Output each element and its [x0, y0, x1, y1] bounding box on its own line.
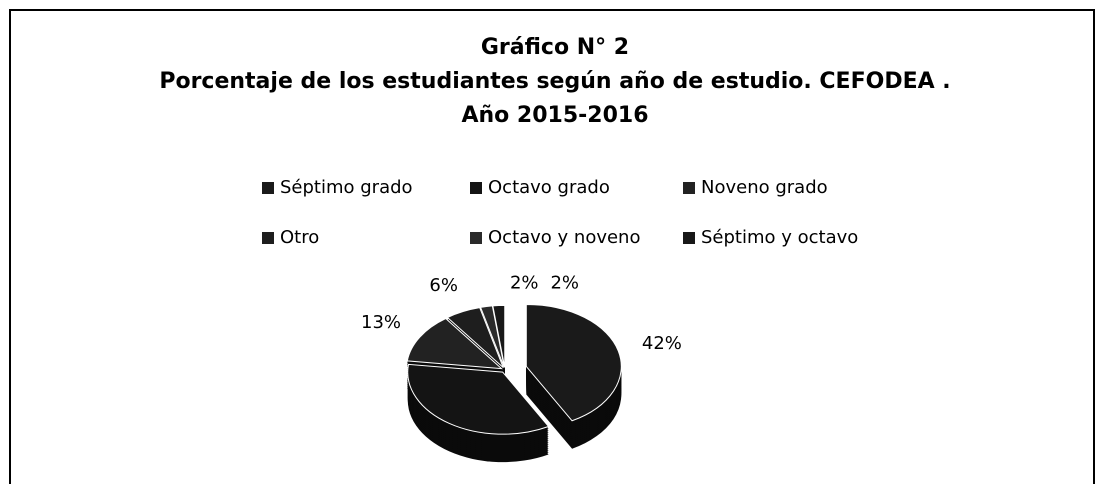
legend-label: Octavo grado [488, 177, 610, 198]
legend-label: Octavo y noveno [488, 227, 640, 248]
legend-swatch [262, 232, 274, 244]
legend-swatch [683, 232, 695, 244]
data-label: 13% [361, 312, 401, 333]
legend-label: Noveno grado [701, 177, 828, 198]
pie-slice [525, 303, 622, 422]
legend-swatch [262, 182, 274, 194]
pie-slice [406, 317, 503, 370]
chart-subtitle: Año 2015-2016 [461, 103, 648, 128]
legend-label: Otro [280, 227, 319, 248]
chart-title: Gráfico N° 2 [481, 35, 629, 60]
legend-swatch [683, 182, 695, 194]
chart-subtitle: Porcentaje de los estudiantes según año … [159, 69, 950, 94]
legend-label: Séptimo grado [280, 177, 413, 198]
legend-swatch [470, 232, 482, 244]
data-label: 2% [550, 272, 579, 293]
pie-slice [446, 307, 504, 369]
pie-slice [492, 304, 506, 368]
legend-label: Séptimo y octavo [701, 227, 858, 248]
chart-border [9, 9, 1095, 484]
pie-slice [479, 305, 505, 368]
data-label: 42% [642, 333, 682, 354]
legend-swatch [470, 182, 482, 194]
pie-slice [407, 363, 550, 435]
data-label: 6% [429, 275, 458, 296]
data-label: 2% [510, 272, 539, 293]
